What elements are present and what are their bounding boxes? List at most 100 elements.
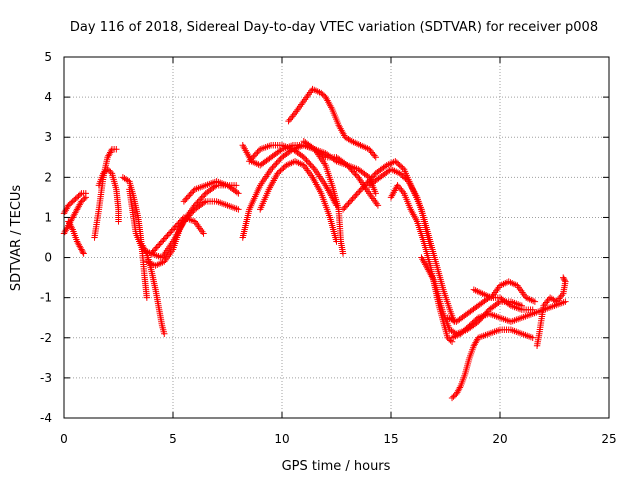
data-point: [177, 217, 185, 224]
data-point: [78, 246, 85, 253]
data-point: [367, 147, 374, 155]
data-point: [371, 152, 378, 159]
data-point: [346, 165, 354, 172]
data-point: [168, 227, 175, 235]
data-point: [149, 248, 156, 256]
data-point: [82, 194, 89, 201]
data-point: [154, 242, 162, 250]
data-point: [473, 315, 480, 323]
series-arc-q: [300, 138, 382, 209]
data-point: [73, 194, 81, 201]
data-point: [356, 188, 363, 195]
data-point: [349, 168, 357, 175]
data-point: [66, 200, 74, 208]
data-point: [445, 335, 453, 343]
data-point: [345, 200, 352, 207]
data-point: [557, 293, 564, 301]
data-point: [381, 163, 389, 170]
data-point: [345, 163, 352, 171]
data-point: [466, 322, 473, 329]
data-point: [357, 186, 364, 194]
data-point: [319, 91, 326, 98]
data-point: [161, 235, 169, 242]
data-point: [81, 195, 88, 202]
data-point: [400, 174, 408, 181]
data-point: [471, 340, 478, 348]
data-point: [402, 175, 409, 182]
plot-frame: [63, 56, 610, 419]
data-point: [197, 196, 204, 203]
data-point: [79, 196, 87, 204]
series-arc-e: [95, 166, 122, 225]
data-point: [75, 203, 83, 210]
data-point: [320, 152, 328, 160]
data-point: [73, 206, 81, 213]
data-point: [561, 277, 568, 284]
data-point: [395, 160, 402, 168]
data-point: [448, 394, 456, 402]
data-point: [180, 198, 188, 205]
data-point: [372, 190, 379, 197]
data-point: [289, 113, 296, 120]
data-point: [250, 153, 257, 160]
data-point: [354, 189, 362, 197]
data-point: [148, 250, 155, 257]
data-point: [75, 241, 83, 248]
data-point: [278, 166, 286, 173]
data-point: [105, 167, 113, 174]
data-point: [343, 201, 351, 209]
data-point: [447, 337, 454, 344]
data-point: [175, 220, 182, 227]
data-point: [285, 117, 292, 125]
x-tick-label: 0: [60, 432, 68, 446]
data-point: [66, 221, 74, 228]
data-point: [183, 195, 190, 202]
data-point: [73, 207, 80, 215]
data-point: [169, 226, 177, 233]
data-point: [333, 238, 340, 245]
series-arc-i: [143, 182, 240, 269]
data-point: [368, 174, 375, 182]
series-arc-o: [257, 158, 340, 245]
data-point: [470, 342, 478, 349]
data-point: [472, 339, 479, 346]
data-point: [104, 166, 111, 173]
data-point: [352, 171, 359, 178]
data-point: [274, 170, 281, 177]
data-point: [360, 183, 367, 191]
data-point: [269, 164, 276, 172]
data-point: [153, 244, 160, 251]
series-arc-n: [246, 142, 340, 209]
data-point: [397, 163, 405, 170]
data-point: [275, 168, 283, 176]
data-point: [330, 197, 338, 204]
data-point: [199, 193, 207, 200]
data-point: [531, 298, 539, 305]
series-arc-s: [366, 166, 458, 325]
data-point: [472, 317, 479, 324]
data-point: [277, 167, 284, 174]
axis-ticks: 0 5 10 15 20 25 -4 -3 -2 -1 0 1 2 3 4 5: [40, 50, 617, 446]
data-point: [106, 150, 113, 158]
data-point: [453, 390, 460, 398]
data-point: [186, 192, 193, 199]
data-point: [328, 194, 336, 201]
data-point: [304, 158, 312, 165]
data-point: [450, 393, 457, 400]
data-point: [200, 199, 208, 206]
data-point: [556, 295, 563, 302]
x-tick-label: 25: [601, 432, 616, 446]
data-point: [352, 192, 359, 200]
data-point: [461, 326, 469, 333]
series-arc-h: [126, 186, 242, 261]
data-point: [307, 161, 314, 168]
data-point: [469, 319, 476, 327]
data-point: [506, 301, 513, 308]
y-tick-label: -1: [40, 291, 52, 305]
data-point: [342, 160, 350, 168]
data-point: [394, 182, 401, 189]
data-point: [369, 173, 377, 180]
data-point: [160, 236, 167, 244]
data-point: [77, 244, 84, 252]
data-point: [235, 206, 242, 213]
